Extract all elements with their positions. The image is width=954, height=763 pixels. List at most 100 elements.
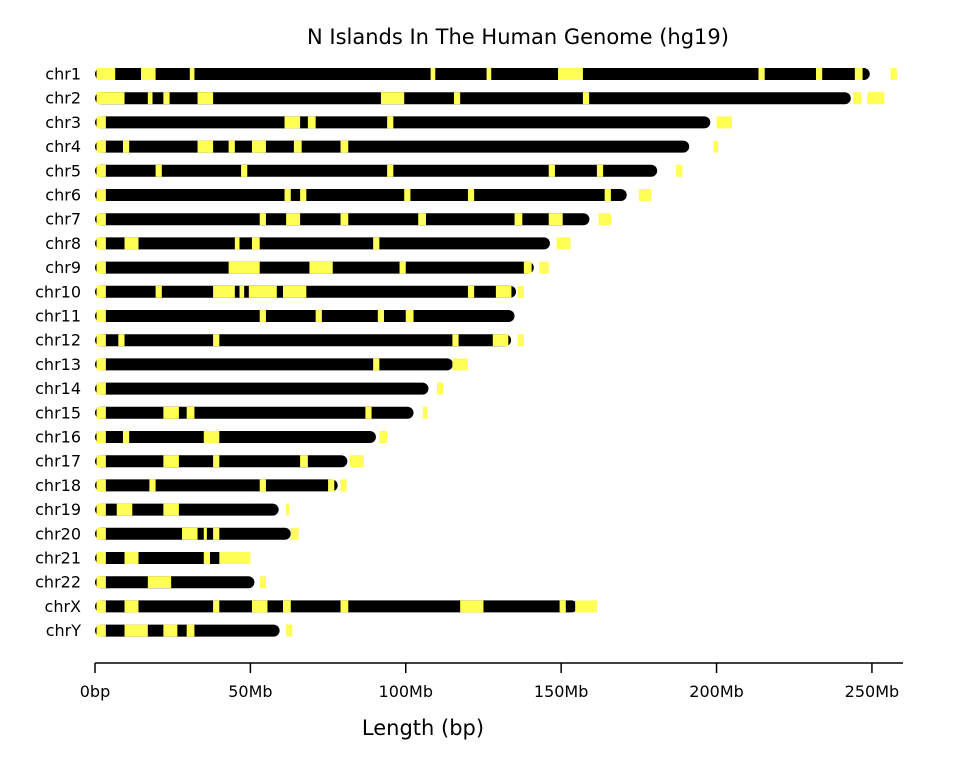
n-island-chr7-5 — [418, 213, 426, 226]
n-island-chr17-4 — [300, 455, 308, 468]
n-island-chr1-6 — [558, 68, 583, 80]
n-island-chr20-3 — [203, 527, 207, 540]
chromosome-bar-chr14 — [95, 382, 429, 395]
chromosome-bar-chr13 — [95, 358, 454, 371]
n-island-chr7-8 — [598, 213, 611, 226]
n-island-chr10-5 — [248, 285, 277, 298]
chromosome-label-chr16: chr16 — [35, 428, 81, 447]
n-island-chr10-7 — [467, 285, 475, 298]
n-island-chr17-2 — [163, 455, 179, 468]
n-island-chrY-2 — [124, 624, 148, 637]
n-island-chr7-3 — [286, 213, 301, 226]
n-island-chr2-6 — [453, 92, 461, 105]
chart-title: N Islands In The Human Genome (hg19) — [307, 25, 729, 49]
chromosome-label-chrX: chrX — [45, 597, 82, 616]
chromosome-row-chr15: chr15 — [35, 403, 428, 422]
chromosome-row-chr14: chr14 — [35, 379, 444, 398]
chromosome-row-chr5: chr5 — [45, 161, 683, 180]
n-island-chr12-3 — [213, 334, 220, 347]
n-island-chr18-1 — [96, 479, 106, 492]
n-island-chr2-8 — [853, 92, 862, 105]
n-island-chr5-2 — [155, 164, 162, 177]
n-island-chr19-2 — [116, 503, 133, 516]
n-island-chr14-2 — [436, 382, 444, 395]
n-island-chr2-3 — [163, 92, 170, 105]
n-island-chr4-3 — [197, 140, 214, 153]
n-island-chr9-6 — [539, 261, 549, 274]
n-island-chr3-4 — [387, 116, 394, 129]
n-island-chr10-4 — [239, 285, 245, 298]
n-island-chr19-4 — [286, 503, 290, 516]
n-island-chr7-7 — [548, 213, 563, 226]
chromosome-label-chr19: chr19 — [35, 500, 81, 519]
n-island-chr2-5 — [380, 92, 405, 105]
n-island-chr6-2 — [284, 189, 291, 201]
n-island-chr11-2 — [259, 310, 266, 322]
n-island-chr21-3 — [203, 552, 210, 564]
chromosome-row-chr3: chr3 — [45, 113, 733, 132]
chromosome-row-chr7: chr7 — [45, 210, 611, 229]
chromosome-row-chr9: chr9 — [45, 258, 549, 277]
n-island-chr2-9 — [867, 92, 885, 105]
n-island-chr3-1 — [96, 116, 106, 129]
n-island-chrX-7 — [460, 600, 484, 613]
chromosome-bar-chr16 — [95, 431, 376, 443]
chromosome-label-chr11: chr11 — [35, 307, 81, 326]
n-island-chr22-2 — [147, 576, 172, 589]
n-island-chr10-8 — [495, 285, 512, 298]
n-island-chr10-2 — [155, 285, 162, 298]
chromosome-bar-chr5 — [95, 164, 658, 177]
chromosome-label-chr6: chr6 — [45, 186, 81, 205]
n-island-chr15-3 — [186, 406, 195, 419]
chromosome-label-chr17: chr17 — [35, 452, 81, 471]
n-island-chr6-6 — [604, 189, 611, 201]
chromosome-bar-chr18 — [95, 479, 338, 492]
n-island-chr1-8 — [815, 68, 823, 80]
chromosome-bar-chr12 — [95, 334, 512, 347]
chromosome-label-chr20: chr20 — [35, 524, 81, 543]
n-island-chr12-1 — [96, 334, 106, 347]
n-island-chr21-4 — [219, 552, 251, 564]
n-island-chr16-1 — [96, 431, 106, 443]
n-island-chr5-1 — [96, 164, 106, 177]
chromosome-bar-chr8 — [95, 237, 550, 250]
n-island-chr8-4 — [251, 237, 260, 250]
chromosome-bar-chr22 — [95, 576, 255, 589]
x-axis-ticks: 0bp 50Mb 100Mb 150Mb 200Mb 250Mb — [80, 663, 899, 701]
n-island-chr16-2 — [122, 431, 130, 443]
chromosome-bar-chr2 — [95, 92, 851, 105]
chromosome-row-chr17: chr17 — [35, 452, 364, 471]
n-island-chr2-1 — [96, 92, 125, 105]
n-island-chr15-4 — [365, 406, 372, 419]
chromosome-row-chr4: chr4 — [45, 137, 719, 156]
n-island-chr7-1 — [96, 213, 106, 226]
chromosome-bar-chrX — [95, 600, 578, 613]
n-island-chr8-1 — [96, 237, 106, 250]
n-island-chr11-5 — [405, 310, 414, 322]
n-island-chr6-5 — [467, 189, 475, 201]
x-tick-label-4: 200Mb — [689, 682, 744, 701]
n-island-chr1-2 — [140, 68, 156, 80]
n-island-chr18-2 — [149, 479, 156, 492]
n-island-chr10-1 — [96, 285, 106, 298]
n-island-chr11-4 — [377, 310, 385, 322]
n-island-chr7-6 — [514, 213, 523, 226]
n-island-chr8-2 — [124, 237, 139, 250]
n-island-chr1-4 — [430, 68, 436, 80]
n-island-chr9-5 — [523, 261, 532, 274]
x-tick-label-2: 100Mb — [379, 682, 434, 701]
n-island-chr11-1 — [96, 310, 106, 322]
n-island-chr9-4 — [399, 261, 406, 274]
n-island-chr7-2 — [259, 213, 266, 226]
n-island-chr19-1 — [96, 503, 106, 516]
n-island-chr1-3 — [189, 68, 195, 80]
chromosome-label-chr4: chr4 — [45, 137, 81, 156]
n-island-chrX-9 — [575, 600, 597, 613]
chromosome-row-chr6: chr6 — [45, 186, 652, 205]
n-island-chrY-1 — [96, 624, 106, 637]
n-island-chrX-2 — [124, 600, 139, 613]
chromosome-row-chr11: chr11 — [35, 307, 515, 326]
chromosome-label-chr10: chr10 — [35, 282, 81, 301]
n-island-chr18-4 — [328, 479, 335, 492]
